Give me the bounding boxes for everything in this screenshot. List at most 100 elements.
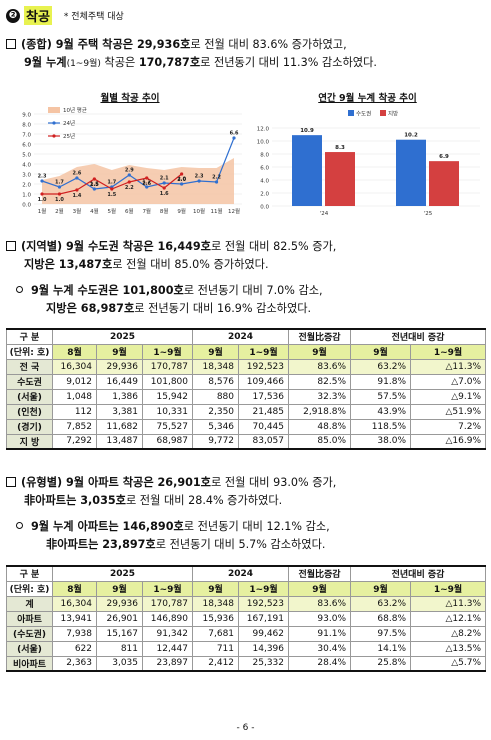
table-cell: 8,576 <box>192 373 240 390</box>
row-label: 수도권 <box>6 373 53 390</box>
table-row: 비아파트 2,363 3,035 23,897 2,412 25,332 28.4% 25.8… <box>6 655 487 672</box>
bar <box>325 152 355 206</box>
x-tick-label: 9월 <box>177 207 186 215</box>
row-label: (경기) <box>6 418 53 435</box>
table-cell: 63.2% <box>350 358 412 375</box>
table-cell: 25.8% <box>350 655 412 672</box>
table-cell: 16,449 <box>96 373 143 390</box>
x-tick-label: 4월 <box>90 207 99 215</box>
cumulative-chart-title: 연간 9월 누계 착공 추이 <box>318 93 417 104</box>
y-tick-label: 2.0 <box>260 192 269 198</box>
table-cell: 16,304 <box>52 358 97 375</box>
regional-starts-table: 구 분 2025 2024 전월比증감 전년대비 증감 (단위: 호) 8월 9… <box>6 328 487 450</box>
monthly-chart-title: 월별 착공 추이 <box>100 93 160 104</box>
table-cell: 3,035 <box>96 655 143 672</box>
table-header-mom: 전월比증감 <box>288 328 352 345</box>
regional-line-3: 9월 누계 수도권은 101,800호로 전년동기 대비 7.0% 감소, <box>16 282 323 300</box>
legend-swatch <box>348 110 354 116</box>
typewise-line-1: (유형별) 9월 아파트 착공은 26,901호로 전월 대비 93.0% 증가… <box>6 474 336 492</box>
y-tick-label: 8.0 <box>260 153 269 159</box>
x-tick-label: '24 <box>320 211 329 217</box>
y-tick-label: 10.0 <box>257 140 270 146</box>
y-tick-label: 2.0 <box>22 183 31 189</box>
data-label: 6.9 <box>439 154 449 160</box>
x-tick-label: 1월 <box>38 207 47 215</box>
data-point <box>145 176 149 180</box>
data-label: 2.1 <box>160 176 169 182</box>
data-point <box>162 186 166 190</box>
data-point <box>162 181 166 185</box>
type-starts-table: 구 분 2025 2024 전월比증감 전년대비 증감 (단위: 호) 8월 9… <box>6 565 487 672</box>
data-label: 2.6 <box>142 181 151 187</box>
y-tick-label: 0.0 <box>22 203 31 209</box>
table-cell: 7,852 <box>52 418 97 435</box>
data-label: 2.2 <box>125 185 134 191</box>
page-number: - 6 - <box>236 723 255 733</box>
table-cell: 2,918.8% <box>288 403 352 420</box>
y-tick-label: 1.0 <box>22 193 31 199</box>
table-cell: 7,938 <box>52 625 97 642</box>
row-label: 비아파트 <box>6 655 53 672</box>
row-label: 전 국 <box>6 358 53 375</box>
table-cell: 82.5% <box>288 373 352 390</box>
checkbox-bullet-icon <box>6 39 16 49</box>
table-cell: 63.2% <box>350 595 412 612</box>
legend-marker <box>52 134 56 138</box>
y-tick-label: 6.0 <box>22 143 31 149</box>
table-cell: 83,057 <box>238 433 290 450</box>
table-row: (인천) 112 3,381 10,331 2,350 21,485 2,918.8% 43.… <box>6 403 487 420</box>
table-cell: 48.8% <box>288 418 352 435</box>
data-point <box>127 180 131 184</box>
data-point <box>214 180 219 184</box>
data-label: 2.0 <box>177 177 186 183</box>
table-row: 계 16,304 29,936 170,787 18,348 192,523 83.6% 63… <box>6 595 487 612</box>
table-cell: 97.5% <box>350 625 412 642</box>
table-cell: 99,462 <box>238 625 290 642</box>
y-tick-label: 0.0 <box>260 205 269 211</box>
regional-line-4: 지방은 68,987호로 전년동기 대비 16.9% 감소하였다. <box>46 302 312 315</box>
table-cell: 2,363 <box>52 655 97 672</box>
x-tick-label: 2월 <box>55 207 64 215</box>
typewise-line-2: 非아파트는 3,035호로 전월 대비 28.4% 증가하였다. <box>24 494 283 507</box>
legend-swatch <box>48 107 60 113</box>
data-label: 1.6 <box>160 191 169 197</box>
y-tick-label: 8.0 <box>22 123 31 129</box>
table-cell: 25,332 <box>238 655 290 672</box>
x-tick-label: 8월 <box>160 207 169 215</box>
row-label: (서울) <box>6 388 53 405</box>
table-row: 아파트 13,941 26,901 146,890 15,936 167,191 93.0%… <box>6 610 487 627</box>
table-cell: 16,304 <box>52 595 97 612</box>
table-cell: △12.1% <box>410 610 487 627</box>
data-point <box>40 179 44 183</box>
circle-bullet-icon <box>16 286 23 293</box>
x-tick-label: 6월 <box>125 207 134 215</box>
row-label: (인천) <box>6 403 53 420</box>
table-cell: 43.9% <box>350 403 412 420</box>
section-number: ❷ <box>6 8 20 23</box>
data-label: 10.2 <box>404 133 418 139</box>
table-cell: △8.2% <box>410 625 487 642</box>
data-point <box>180 182 184 186</box>
table-header-unit: (단위: 호) <box>6 343 53 360</box>
data-point <box>145 185 149 189</box>
table-cell: 15,942 <box>141 388 194 405</box>
table-cell: △16.9% <box>410 433 487 450</box>
table-cell: △51.9% <box>410 403 487 420</box>
summary-line-1: (종합) 9월 주택 착공은 29,936호로 전월 대비 83.6% 증가하였… <box>6 36 347 54</box>
table-cell: 11,682 <box>96 418 143 435</box>
data-point <box>110 187 114 191</box>
table-cell: 68,987 <box>141 433 194 450</box>
table-cell: 26,901 <box>96 610 143 627</box>
table-header-2025: 2025 <box>51 328 194 345</box>
table-cell: 880 <box>192 388 240 405</box>
table-cell: 15,936 <box>192 610 240 627</box>
table-cell: 1,048 <box>52 388 97 405</box>
table-cell: △13.5% <box>410 640 487 657</box>
data-point <box>92 187 96 191</box>
table-cell: 9,012 <box>52 373 97 390</box>
x-tick-label: 3월 <box>73 207 82 215</box>
table-cell: 170,787 <box>141 595 194 612</box>
data-label: 1.0 <box>55 197 64 203</box>
table-cell: △5.7% <box>410 655 487 672</box>
table-row: 전 국 16,304 29,936 170,787 18,348 192,523 83.6%… <box>6 358 487 375</box>
